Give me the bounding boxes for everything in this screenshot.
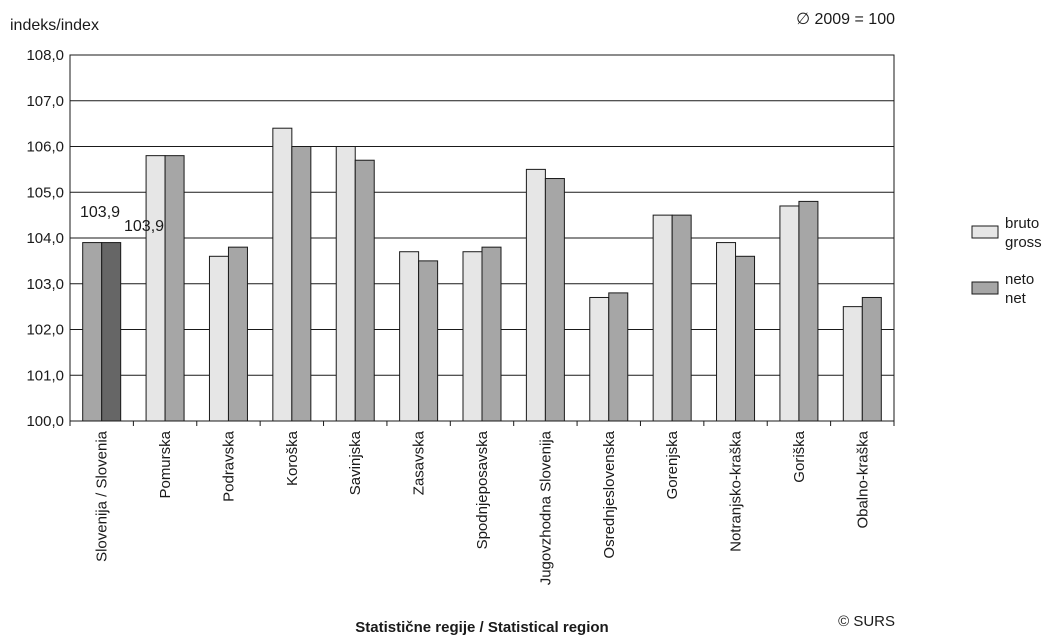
bar-bruto (208, 255, 229, 422)
bar-neto (608, 292, 629, 422)
bar-bruto (462, 251, 483, 422)
x-category-label: Savinjska (347, 430, 364, 495)
y-tick-label: 107,0 (26, 93, 64, 110)
bar-bruto (652, 214, 673, 422)
x-category-label: Zasavska (411, 430, 428, 495)
x-category-label: Notranjsko-kraška (728, 430, 745, 552)
x-category-label: Slovenija / Slovenia (94, 430, 111, 562)
bar-bruto (335, 146, 356, 422)
x-axis-categories: Slovenija / Slovenia Pomurska Podravska Kor… (69, 421, 895, 585)
x-category-label: Goriška (791, 430, 808, 482)
bar-bruto (716, 242, 737, 422)
bar-bruto (589, 296, 610, 422)
bar-neto (101, 242, 122, 422)
y-tick-label: 100,0 (26, 413, 64, 430)
y-tick-label: 103,0 (26, 276, 64, 293)
bar-neto (544, 178, 565, 422)
bar-bruto (842, 306, 863, 422)
legend-label-neto: neto (1005, 271, 1034, 288)
x-category-label: Osrednjeslovenska (601, 430, 618, 558)
legend-label-bruto: bruto (1005, 215, 1039, 232)
legend: bruto gross neto net (971, 215, 1042, 307)
y-axis-ticks: 100,0 101,0 102,0 103,0 104,0 105,0 106,0 107,0… (26, 47, 64, 430)
bars (82, 127, 882, 422)
y-axis-label: indeks/index (10, 17, 99, 34)
bar-neto (798, 200, 819, 422)
y-tick-label: 101,0 (26, 367, 64, 384)
x-category-label: Obalno-kraška (854, 430, 871, 528)
bar-neto (227, 246, 248, 422)
bar-neto (735, 255, 756, 422)
y-tick-label: 108,0 (26, 47, 64, 64)
bar-bruto (525, 168, 546, 422)
y-tick-label: 102,0 (26, 322, 64, 339)
bar-bruto (272, 127, 293, 422)
x-category-label: Jugovzhodna Slovenija (537, 430, 554, 585)
x-category-label: Podravska (220, 430, 237, 502)
source-note: © SURS (838, 613, 895, 630)
bar-neto (418, 260, 439, 422)
bar-bruto (82, 242, 103, 422)
legend-swatch-neto (971, 281, 999, 295)
x-category-label: Pomurska (157, 430, 174, 498)
legend-label-net: net (1005, 290, 1027, 307)
data-label-bruto: 103,9 (80, 204, 120, 221)
bar-neto (861, 296, 882, 422)
x-category-label: Gorenjska (664, 430, 681, 499)
bar-neto (481, 246, 502, 422)
y-tick-label: 104,0 (26, 230, 64, 247)
y-tick-label: 106,0 (26, 139, 64, 156)
bar-neto (291, 146, 312, 422)
legend-label-gross: gross (1005, 234, 1042, 251)
x-axis-title: Statistične regije / Statistical region (355, 619, 608, 636)
legend-swatch-bruto (971, 225, 999, 239)
x-category-label: Spodnjeposavska (474, 430, 491, 549)
base-note: ∅ 2009 = 100 (796, 11, 895, 28)
bar-bruto (145, 155, 166, 422)
bar-neto (354, 159, 375, 422)
bar-neto (671, 214, 692, 422)
data-label-neto: 103,9 (124, 218, 164, 235)
x-category-label: Koroška (284, 430, 301, 486)
y-tick-label: 105,0 (26, 184, 64, 201)
bar-bruto (399, 251, 420, 422)
bar-bruto (779, 205, 800, 422)
bar-neto (164, 155, 185, 422)
plot-area-frame (69, 54, 895, 422)
